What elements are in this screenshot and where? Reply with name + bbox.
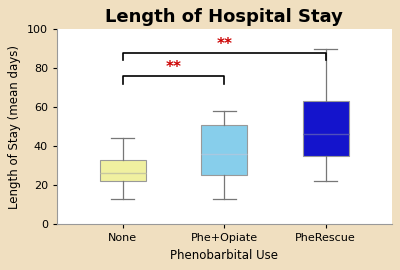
Text: **: ** [166,60,182,75]
PathPatch shape [303,101,348,156]
Text: **: ** [216,37,232,52]
Y-axis label: Length of Stay (mean days): Length of Stay (mean days) [8,45,21,209]
Title: Length of Hospital Stay: Length of Hospital Stay [105,8,343,26]
PathPatch shape [202,125,247,176]
PathPatch shape [100,160,146,181]
X-axis label: Phenobarbital Use: Phenobarbital Use [170,249,278,262]
